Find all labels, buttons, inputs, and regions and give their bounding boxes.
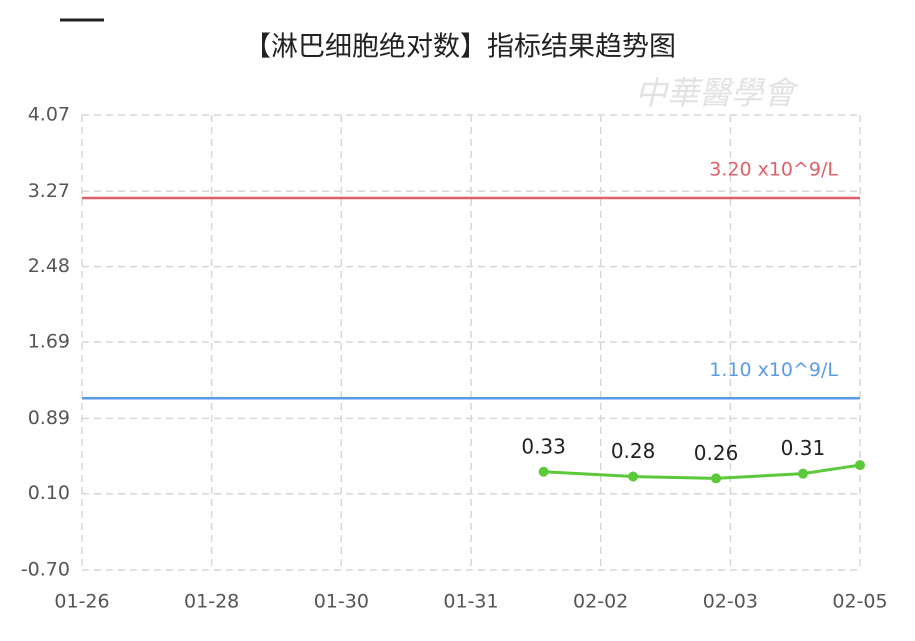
watermark: 中華醫學會 xyxy=(635,74,799,112)
chart-title: 【淋巴细胞绝对数】指标结果趋势图 xyxy=(244,32,676,63)
x-tick-label: 01-26 xyxy=(54,591,109,613)
y-tick-label: 4.07 xyxy=(28,104,70,126)
y-tick-label: 0.10 xyxy=(28,482,70,504)
y-tick-label: 2.48 xyxy=(28,255,70,277)
x-tick-label: 02-03 xyxy=(703,591,758,613)
y-tick-label: 1.69 xyxy=(28,331,70,353)
reference-label: 3.20 x10^9/L xyxy=(709,158,838,180)
data-label: 0.33 xyxy=(521,434,566,458)
y-tick-label: 3.27 xyxy=(28,180,70,202)
reference-label: 1.10 x10^9/L xyxy=(709,359,838,381)
point xyxy=(628,471,639,482)
data-label: 0.28 xyxy=(611,439,656,463)
x-tick-label: 01-30 xyxy=(314,591,369,613)
y-tick-label: -0.70 xyxy=(21,559,70,581)
point xyxy=(797,468,808,479)
data-label: 0.31 xyxy=(781,436,826,460)
point xyxy=(538,466,549,477)
line xyxy=(543,463,861,480)
x-tick-label: 02-02 xyxy=(573,591,628,613)
x-tick-label: 02-05 xyxy=(832,591,887,613)
data-label: 0.26 xyxy=(694,441,739,465)
y-tick-label: 0.89 xyxy=(28,407,70,429)
point xyxy=(855,460,865,471)
point xyxy=(711,473,722,484)
x-tick-label: 01-28 xyxy=(184,591,239,613)
x-tick-label: 01-31 xyxy=(443,591,498,613)
